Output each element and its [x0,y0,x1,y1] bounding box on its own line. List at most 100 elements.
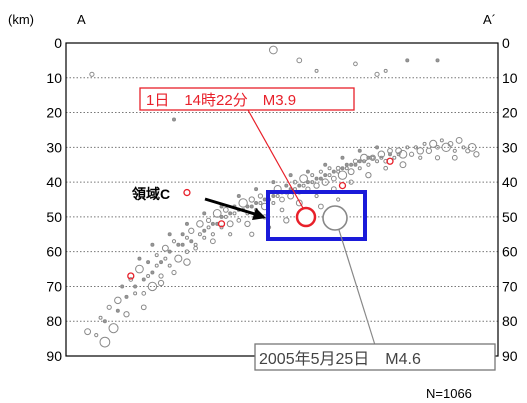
y-tick-label-right: 20 [502,105,518,121]
y-tick-label-right: 90 [502,348,518,364]
label-box-red [139,87,355,111]
hypocenter-point [434,155,441,161]
hypocenter-point [244,220,251,227]
hypocenter-points [84,45,480,348]
hypocenter-point [210,221,215,226]
hypocenter-point [212,209,222,218]
section-start-label: A [77,12,86,27]
hypocenter-point [283,217,290,224]
region-c-arrow [204,197,259,217]
y-tick-label-right: 50 [502,209,518,225]
y-tick-label-left: 10 [46,70,62,86]
hypocenter-point [89,71,95,77]
y-tick-label-left: 20 [46,105,62,121]
hypocenter-point [295,199,303,207]
hypocenter-point [172,117,176,122]
hypocenter-point [133,284,138,289]
hypocenter-point [174,254,183,263]
hypocenter-point [365,172,372,179]
hypocenter-point [435,58,440,63]
hypocenter-point [206,225,211,230]
hypocenter-point [337,170,348,180]
hypocenter-point [429,139,438,148]
hypocenter-point [275,194,280,199]
hypocenter-point [202,211,207,216]
hypocenter-point [120,284,125,289]
hypocenter-point [141,291,147,296]
hypocenter-point [183,258,191,266]
hypocenter-point [318,169,323,174]
hypocenter-point [161,244,169,252]
hypocenter-point [167,232,172,237]
hypocenter-point [135,264,144,274]
hypocenter-point [271,200,276,205]
y-tick-label-right: 70 [502,278,518,294]
red-hypocenter-point [386,157,394,165]
hypocenter-point [140,304,147,311]
y-tick-label-right: 30 [502,139,518,155]
hypocenter-point [159,260,164,265]
hypocenter-point [196,220,204,228]
hypocenter-point [99,336,111,348]
hypocenter-point [314,193,319,199]
hypocenter-point [425,147,433,154]
hypocenter-point [254,200,259,205]
hypocenter-point [292,179,298,185]
hypocenter-point [323,162,328,167]
hypocenter-point [451,154,458,161]
hypocenter-point [258,200,263,205]
section-end-label: A´ [483,12,496,27]
y-ticks-right: 0 10 20 30 40 50 60 70 80 90 [502,35,518,364]
hypocenter-point [180,232,185,237]
hypocenter-point [146,260,151,265]
hypocenter-point [228,211,233,216]
hypocenter-point [154,263,159,268]
hypocenter-point [399,161,407,169]
callout-line-red [247,109,304,209]
red-hypocenter-point [183,188,191,197]
y-tick-label-left: 40 [46,174,62,190]
hypocenter-point [271,194,276,199]
y-tick-label-left: 80 [46,313,62,329]
hypocenter-point [418,155,423,160]
hypocenter-point [184,221,189,226]
hypocenter-point [452,148,457,153]
hypocenter-point [377,150,386,159]
hypocenter-point [94,333,99,338]
hypocenter-point [352,158,359,164]
hypocenter-point [366,155,371,160]
hypocenter-point [146,274,151,279]
hypocenter-point [205,217,212,223]
hypocenter-point [115,308,120,313]
label-red-text: 1日 14時22分 M3.9 [146,92,296,109]
hypocenter-point [336,197,341,202]
hypocenter-point [447,140,454,147]
hypocenter-point [202,228,207,233]
hypocenter-point [374,71,380,77]
hypocenter-point [422,141,427,146]
hypocenter-point [150,242,155,247]
hypocenter-point [310,180,315,185]
y-tick-label-left: 60 [46,244,62,260]
hypocenter-point [323,173,328,178]
hypocenter-point [84,328,92,336]
hypocenter-point [279,207,285,213]
hypocenter-point [347,168,355,176]
hypocenter-point [288,173,293,178]
region-c-arrowhead [252,208,266,220]
hypocenter-point [210,232,215,237]
hypocenter-point [455,136,463,144]
hypocenter-point [321,178,329,186]
hypocenter-point [106,304,112,310]
hypocenter-point [254,187,259,192]
hypocenter-point [222,207,229,213]
hypocenter-point [171,269,177,276]
hypocenter-point [405,58,410,63]
hypocenter-point [344,162,349,167]
hypocenter-point [396,152,401,157]
hypocenter-point [284,183,289,188]
y-unit-label: (km) [8,12,34,27]
hypocenter-point [344,166,349,171]
hypocenter-point [366,162,371,167]
